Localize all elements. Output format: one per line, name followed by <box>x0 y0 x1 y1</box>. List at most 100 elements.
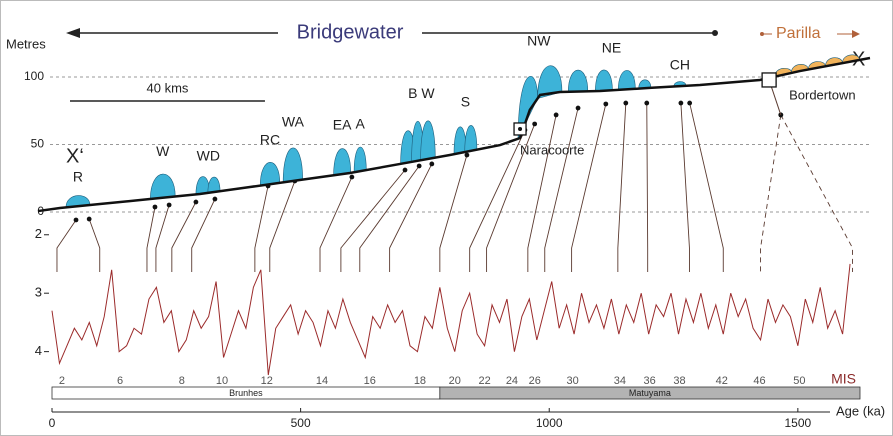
range-label: NE <box>602 40 621 56</box>
x-tick-label: 0 <box>49 416 56 430</box>
chron-label: Brunhes <box>229 388 263 398</box>
place-label: Naracoorte <box>520 142 584 157</box>
chron-label: Matuyama <box>629 388 671 398</box>
link-line <box>680 103 690 272</box>
place-dot <box>518 126 523 131</box>
range-label: B <box>408 85 417 101</box>
mis-label: 16 <box>364 375 376 387</box>
link-dot <box>416 163 422 169</box>
link-line <box>646 103 649 272</box>
link-dot <box>152 204 158 210</box>
link-line <box>486 123 536 272</box>
link-line <box>469 129 526 272</box>
link-dot <box>687 100 693 106</box>
link-line <box>689 102 724 272</box>
title: Bridgewater <box>297 21 404 43</box>
x-tick-label: 500 <box>291 416 311 430</box>
mis-label: 2 <box>59 375 65 387</box>
range-label: EA <box>333 117 352 133</box>
mis-label: 30 <box>566 375 578 387</box>
mis-label: 14 <box>316 375 328 387</box>
dune <box>150 173 176 200</box>
link-line <box>191 198 216 272</box>
link-line <box>389 163 433 272</box>
range-label: RC <box>260 132 280 148</box>
mis-label: 26 <box>529 375 541 387</box>
link-dot <box>623 100 629 106</box>
link-dot <box>644 100 650 106</box>
isotope-tick-label: 2 <box>35 226 42 241</box>
profile-line <box>37 56 871 213</box>
mis-label: 6 <box>117 375 123 387</box>
mis-label: 18 <box>414 375 426 387</box>
range-label: CH <box>670 57 690 73</box>
isotope-curve <box>51 263 851 376</box>
range-label: A <box>356 116 366 132</box>
dune <box>537 65 563 99</box>
mis-title: MIS <box>831 371 856 387</box>
link-line <box>319 176 353 272</box>
link-line <box>155 204 170 272</box>
subtitle: Parilla <box>776 25 821 42</box>
link-line <box>56 219 77 272</box>
range-label: W <box>421 85 435 101</box>
mis-label: 42 <box>716 375 728 387</box>
range-label: S <box>461 94 470 110</box>
link-dot <box>402 167 408 173</box>
link-dot <box>678 100 684 106</box>
link-line <box>171 201 197 272</box>
parilla-arrow-head <box>852 30 860 38</box>
link-dot <box>193 199 199 205</box>
link-dot <box>429 161 435 167</box>
link-dot <box>553 112 559 118</box>
link-dot <box>532 121 538 127</box>
link-line <box>88 218 101 272</box>
place-box <box>761 72 777 88</box>
link-line <box>439 154 468 272</box>
parilla-dot <box>760 32 764 36</box>
mis-label: 38 <box>673 375 685 387</box>
link-line <box>359 165 420 272</box>
range-label: WD <box>197 148 220 164</box>
y-axis-label: Metres <box>6 36 46 51</box>
range-label: R <box>73 169 83 185</box>
link-dot <box>603 101 609 107</box>
link-line <box>544 107 579 272</box>
link-line <box>269 180 296 272</box>
link-line <box>146 206 156 272</box>
x-tick-label: 1500 <box>784 416 811 430</box>
dune <box>333 148 351 176</box>
arrow-dot <box>712 30 718 36</box>
scale-bar-label: 40 kms <box>147 80 189 95</box>
chron-bar <box>439 386 861 400</box>
y-tick-label: 50 <box>31 137 45 151</box>
mis-label: 46 <box>753 375 765 387</box>
arrow-head <box>66 28 80 38</box>
link-dot <box>166 202 172 208</box>
x-tick-label: 1000 <box>536 416 563 430</box>
link-dot <box>212 196 218 202</box>
range-label: WA <box>282 114 305 130</box>
link-dot <box>73 217 79 223</box>
link-line <box>527 114 557 272</box>
mis-label: 8 <box>179 375 185 387</box>
section-start: X‘ <box>66 145 84 167</box>
dune <box>420 120 436 161</box>
link-line <box>571 103 607 272</box>
range-label: W <box>156 143 170 159</box>
mis-label: 20 <box>449 375 461 387</box>
mis-label: 50 <box>793 375 805 387</box>
link-dot <box>464 152 470 158</box>
link-line <box>340 169 406 272</box>
mis-label: 12 <box>261 375 273 387</box>
x-axis-label: Age (ka) <box>836 403 885 418</box>
dune <box>282 147 303 183</box>
mis-label: 10 <box>216 375 228 387</box>
mis-label: 34 <box>614 375 626 387</box>
link-dot <box>575 105 581 111</box>
mis-label: 22 <box>478 375 490 387</box>
link-dot <box>86 216 92 222</box>
range-label: NW <box>527 33 551 49</box>
